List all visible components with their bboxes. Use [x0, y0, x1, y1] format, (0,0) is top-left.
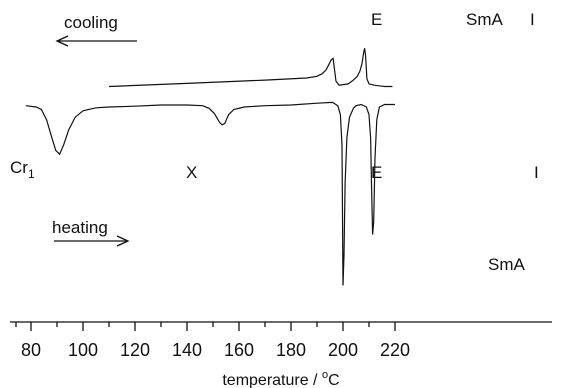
- cooling-curve: [108, 48, 393, 88]
- tick-label-120: 120: [120, 340, 150, 360]
- i-phase-label-bottom: I: [534, 163, 539, 182]
- sma-phase-label-top: SmA: [466, 10, 504, 29]
- cooling-arrow-head: [55, 35, 69, 47]
- heating-label: heating: [52, 218, 108, 237]
- e-phase-label-bottom: E: [371, 163, 382, 182]
- cooling-label: cooling: [64, 13, 118, 32]
- tick-label-140: 140: [172, 340, 202, 360]
- curves-group: [25, 48, 395, 286]
- x-axis-title: temperature / oC: [222, 369, 339, 388]
- i-phase-label-top: I: [530, 10, 535, 29]
- x-phase-label: X: [186, 163, 197, 182]
- x-axis-ticks: [15, 322, 396, 331]
- e-phase-label-top: E: [371, 10, 382, 29]
- heating-arrow-head: [116, 235, 130, 247]
- tick-label-200: 200: [328, 340, 358, 360]
- tick-label-220: 220: [380, 340, 410, 360]
- tick-label-160: 160: [224, 340, 254, 360]
- tick-label-80: 80: [21, 340, 41, 360]
- tick-label-100: 100: [68, 340, 98, 360]
- tick-label-180: 180: [276, 340, 306, 360]
- x-axis-tick-labels: 80 100 120 140 160 180 200 220: [21, 340, 410, 360]
- sma-phase-label-bottom: SmA: [488, 255, 526, 274]
- cr1-phase-label: Cr1: [10, 158, 35, 181]
- heating-curve: [25, 101, 395, 286]
